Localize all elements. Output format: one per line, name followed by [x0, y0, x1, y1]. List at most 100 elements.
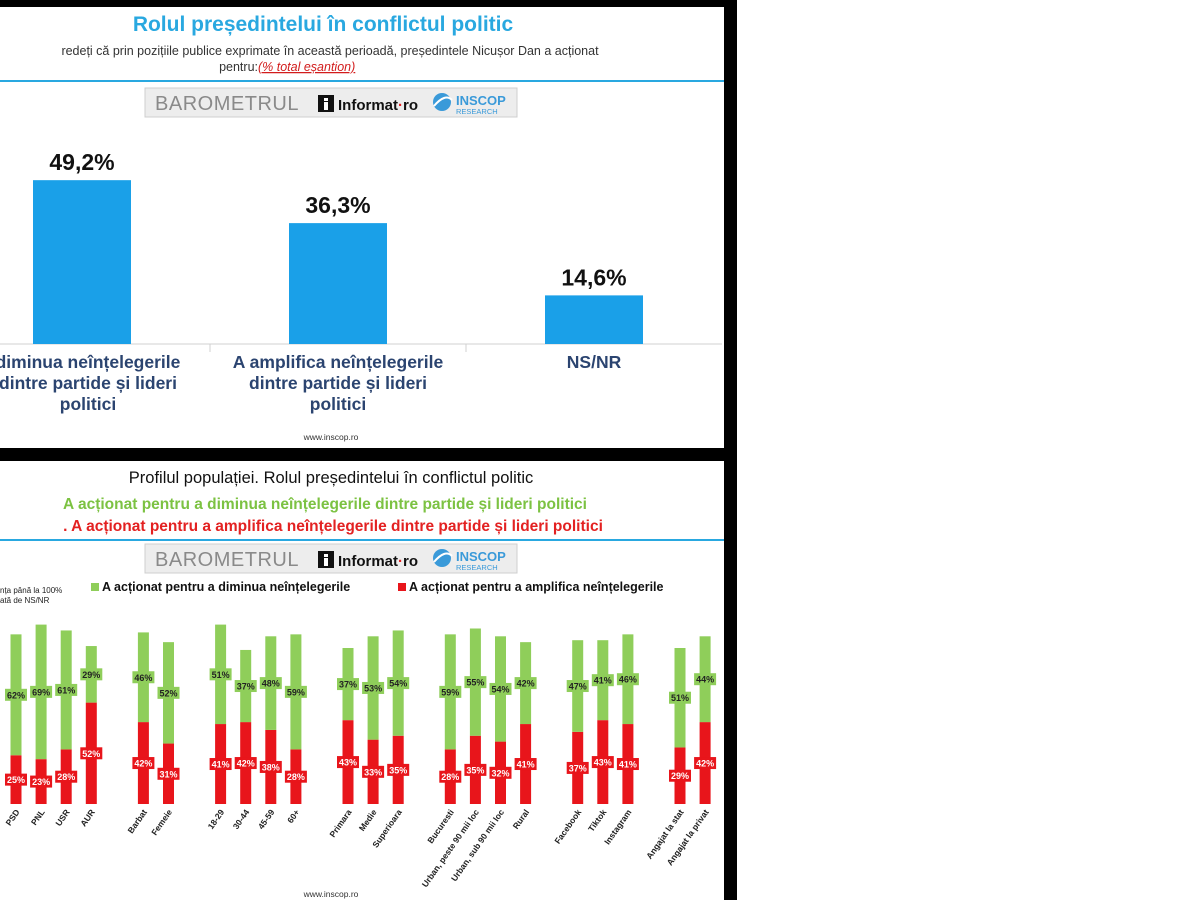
value-label-diminish: 51%	[671, 693, 689, 703]
value-label-amplify: 33%	[364, 767, 382, 777]
inscop-research-text: RESEARCH	[456, 107, 498, 116]
slide2-diminish-line: A acționat pentru a diminua neînțelegeri…	[63, 496, 587, 513]
bar-value-label: 14,6%	[561, 264, 626, 290]
slide2-title: Profilul populației. Rolul președintelui…	[129, 469, 533, 487]
category-label: Femeie	[149, 807, 174, 837]
value-box-amplify	[209, 758, 232, 771]
website-link-1[interactable]: www.inscop.ro	[303, 432, 359, 442]
category-label: Tiktok	[586, 807, 609, 833]
barometrul-logo: BAROMETRUL	[155, 93, 299, 115]
value-box-diminish	[489, 682, 512, 695]
value-label-diminish: 69%	[32, 687, 50, 697]
category-label: diminua neînțelegerile	[0, 352, 181, 372]
inscop-logo-text: INSCOP	[456, 549, 506, 564]
value-box-diminish	[209, 668, 232, 681]
value-label-amplify: 23%	[32, 777, 50, 787]
category-label: politici	[60, 394, 116, 414]
value-box-amplify	[30, 775, 53, 788]
value-label-amplify: 35%	[389, 765, 407, 775]
value-box-amplify	[489, 766, 512, 779]
value-box-diminish	[464, 676, 487, 689]
value-box-amplify	[259, 760, 282, 773]
value-label-diminish: 51%	[212, 670, 230, 680]
value-box-diminish	[284, 685, 307, 698]
slide1-question-prefix: pentru:	[219, 60, 258, 74]
value-box-diminish	[514, 677, 537, 690]
value-label-diminish: 37%	[339, 680, 357, 690]
note-line-2: ată de NS/NR	[0, 596, 50, 605]
category-label: A amplifica neînțelegerile	[233, 352, 444, 372]
value-box-amplify	[669, 769, 691, 782]
category-label: Facebook	[552, 807, 583, 845]
category-label: AUR	[78, 807, 97, 828]
value-box-diminish	[362, 681, 385, 694]
inscop-logo-text: INSCOP	[456, 93, 506, 108]
value-label-diminish: 61%	[57, 685, 75, 695]
inscop-logo-icon	[433, 93, 451, 111]
slide1-title: Rolul președintelui în conflictul politi…	[133, 13, 514, 36]
inscop-research-text: RESEARCH	[456, 563, 498, 572]
category-label: 18-29	[206, 807, 227, 831]
value-label-diminish: 44%	[696, 675, 714, 685]
category-label: USR	[53, 807, 71, 827]
value-box-amplify	[284, 770, 307, 783]
value-label-amplify: 42%	[237, 759, 255, 769]
inscop-logo-icon	[433, 549, 451, 567]
brand-banner-1: BAROMETRUL Informat·ro INSCOP RESEARCH	[144, 87, 518, 118]
value-label-amplify: 37%	[569, 763, 587, 773]
value-box-diminish	[30, 685, 53, 698]
bar-3	[545, 295, 643, 344]
value-label-diminish: 42%	[517, 679, 535, 689]
value-label-amplify: 43%	[594, 758, 612, 768]
value-label-amplify: 43%	[339, 758, 357, 768]
value-label-diminish: 41%	[594, 676, 612, 686]
slide-population-profile: Profilul populației. Rolul președintelui…	[0, 461, 724, 900]
value-box-diminish	[234, 680, 257, 693]
value-box-amplify	[591, 756, 614, 769]
value-label-amplify: 41%	[517, 760, 535, 770]
overall-bar-chart: Rolul președintelui în conflictul politi…	[0, 13, 724, 442]
legend-label-amplify: A acționat pentru a amplifica neînțelege…	[409, 580, 664, 594]
category-label: PSD	[3, 807, 21, 827]
value-box-diminish	[566, 680, 589, 693]
bar-value-label: 49,2%	[49, 149, 114, 175]
value-label-diminish: 46%	[134, 673, 152, 683]
brand-banner-2: BAROMETRUL Informat·ro INSCOP RESEARCH	[144, 543, 518, 574]
barometrul-logo: BAROMETRUL	[155, 549, 299, 571]
value-box-amplify	[132, 757, 155, 770]
value-box-amplify	[566, 761, 589, 774]
category-label: 60+	[285, 807, 301, 825]
value-label-amplify: 32%	[491, 768, 509, 778]
value-label-diminish: 46%	[619, 675, 637, 685]
value-label-amplify: 35%	[466, 765, 484, 775]
category-label: NS/NR	[567, 352, 622, 372]
value-label-amplify: 41%	[212, 760, 230, 770]
value-label-amplify: 25%	[7, 775, 25, 785]
value-box-diminish	[259, 677, 282, 690]
category-label: PNL	[29, 807, 47, 827]
note-line-1: nța până la 100%	[0, 586, 62, 595]
slide-overall-results: Rolul președintelui în conflictul politi…	[0, 7, 724, 448]
value-box-diminish	[616, 673, 639, 686]
category-label: politici	[310, 394, 366, 414]
legend-swatch-red	[398, 583, 406, 591]
value-label-diminish: 29%	[82, 670, 100, 680]
value-box-diminish	[337, 678, 359, 691]
value-label-amplify: 28%	[287, 772, 305, 782]
value-box-amplify	[234, 757, 257, 770]
slide2-amplify-line: . A acționat pentru a amplifica neînțele…	[63, 518, 603, 535]
value-box-amplify	[337, 756, 359, 769]
legend: A acționat pentru a diminua neînțelegeri…	[91, 580, 664, 594]
value-box-diminish	[157, 686, 180, 699]
value-box-diminish	[669, 691, 691, 704]
value-box-amplify	[80, 747, 103, 760]
slide1-total-sample-link[interactable]: (% total eșantion)	[258, 60, 355, 74]
bar-value-label: 36,3%	[305, 192, 370, 218]
value-box-diminish	[80, 668, 103, 681]
value-box-amplify	[157, 767, 180, 780]
value-label-diminish: 59%	[441, 687, 459, 697]
value-label-diminish: 54%	[491, 684, 509, 694]
website-link-2[interactable]: www.inscop.ro	[303, 889, 359, 899]
bar-1	[33, 180, 131, 344]
